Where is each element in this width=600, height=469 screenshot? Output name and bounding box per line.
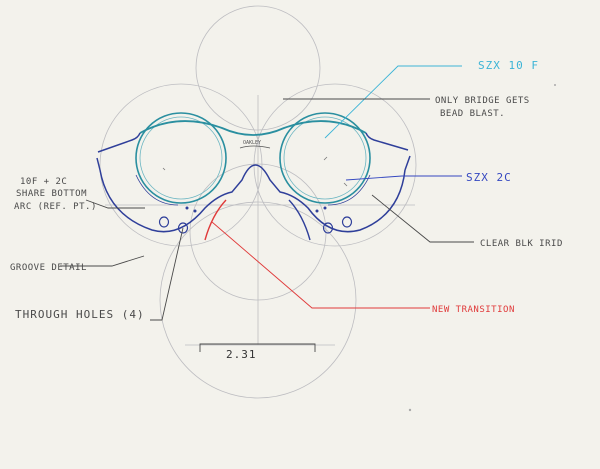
lens-center-marks <box>162 156 348 187</box>
callout-szx10f: SZX 10 F <box>478 59 539 72</box>
through-hole-1 <box>158 216 170 228</box>
szx2c-leader <box>345 175 462 181</box>
paper-mark-2 <box>554 84 556 86</box>
callout-arc-line2: SHARE BOTTOM <box>16 189 87 199</box>
szx10f-leader <box>324 65 462 139</box>
left-lens-inner <box>139 116 223 200</box>
left-lower-groove <box>135 174 179 206</box>
clear-blk-leader <box>371 194 474 243</box>
callout-through-holes: THROUGH HOLES (4) <box>15 308 145 321</box>
right-lens <box>279 112 371 204</box>
callout-arc-line3: ARC (REF. PT.) <box>14 202 97 212</box>
left-lens <box>135 112 227 204</box>
right-lens-inner <box>283 116 367 200</box>
construction-circles <box>99 5 417 399</box>
logo-stroke <box>239 145 271 149</box>
right-lower-groove <box>327 174 371 206</box>
arc-ref-leader <box>85 199 145 209</box>
right-transition-curve <box>288 199 311 241</box>
dimension-line <box>199 343 316 352</box>
construction-circle-left <box>99 83 263 247</box>
through-holes <box>158 216 353 234</box>
new-transition-curves <box>204 199 311 241</box>
callout-bridge-line1: ONLY BRIDGE GETS <box>435 96 530 106</box>
callout-arc-line1: 10F + 2C <box>20 177 67 187</box>
right-temple-hinge <box>365 132 409 151</box>
left-temple-end <box>96 157 101 171</box>
callout-new-transition: NEW TRANSITION <box>432 305 515 315</box>
logo-text: OAKLEY <box>243 140 261 146</box>
groove-leader <box>60 255 145 267</box>
leader-lines <box>60 65 474 352</box>
dimension-value: 2.31 <box>226 348 257 361</box>
through-holes-leader <box>150 227 184 321</box>
right-temple-end <box>404 155 411 171</box>
lens-outlines <box>135 112 371 204</box>
construction-circle-right <box>253 83 417 247</box>
through-hole-2 <box>177 222 189 234</box>
frame-lower-outline <box>99 164 406 233</box>
callout-groove: GROOVE DETAIL <box>10 263 87 273</box>
left-transition-curve <box>204 199 227 241</box>
left-temple-hinge <box>97 132 141 153</box>
bridge-top-arc <box>139 120 367 136</box>
callout-szx2c: SZX 2C <box>466 171 512 184</box>
through-hole-3 <box>322 222 334 234</box>
callout-bridge-line2: BEAD BLAST. <box>440 109 505 119</box>
paper-mark <box>408 408 412 412</box>
new-transition-leader <box>211 221 430 309</box>
groove-dots <box>185 206 327 213</box>
frame-body <box>96 132 411 233</box>
callout-clear-blk: CLEAR BLK IRID <box>480 239 563 249</box>
through-hole-4 <box>341 216 353 228</box>
